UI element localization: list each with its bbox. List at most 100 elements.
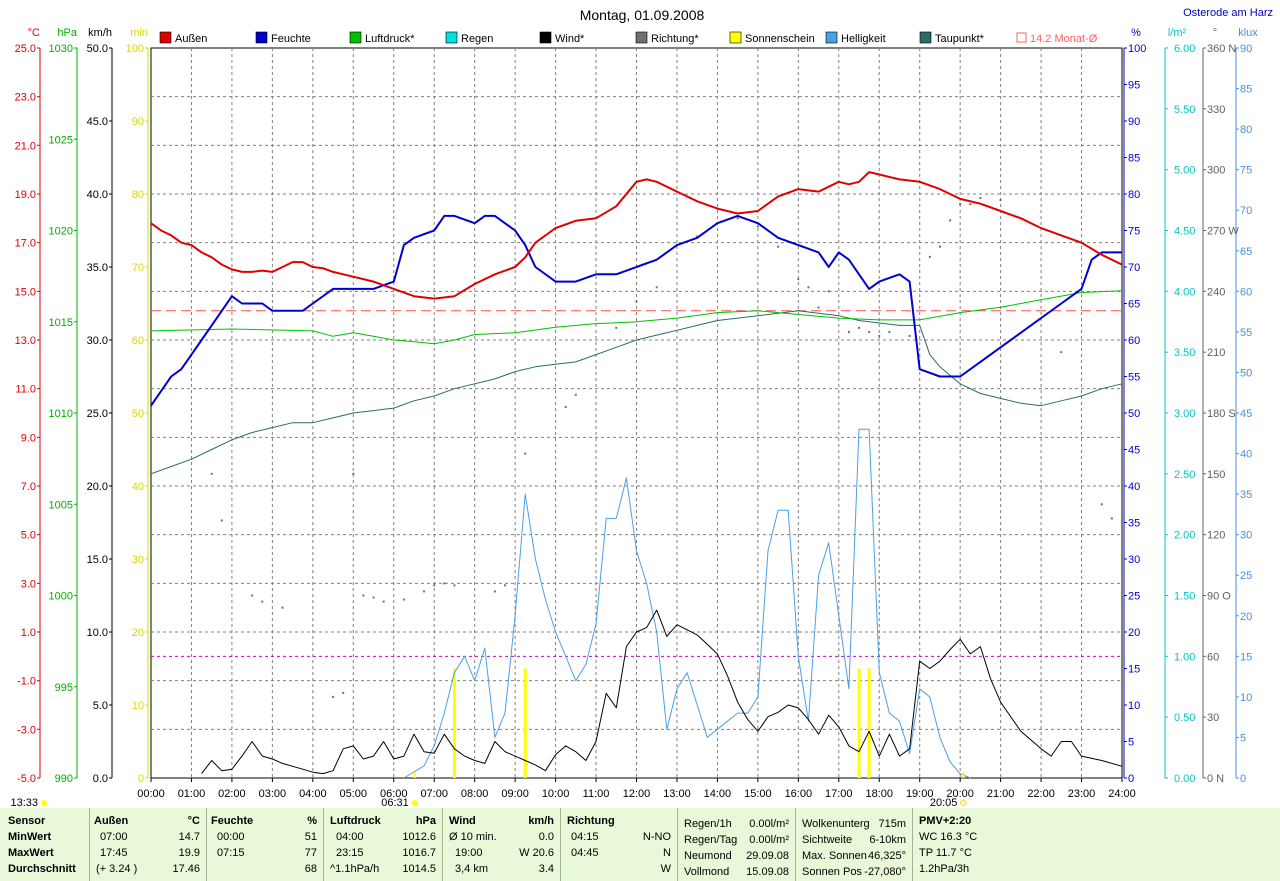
series-line-helligkeit: [403, 428, 971, 779]
legend-label: Wind*: [555, 33, 585, 45]
axis-tick-label-brightness: 75: [1240, 165, 1252, 177]
wind-c1-0: Ø 10 min.: [449, 831, 497, 843]
axis-tick-label-humidity: 5: [1128, 737, 1134, 749]
legend-label: Außen: [175, 33, 207, 45]
axis-unit-direction: °: [1213, 27, 1217, 39]
pmv-head: PMV+2:20: [919, 815, 972, 827]
direction-point: [402, 598, 405, 601]
axis-tick-label-direction: 30: [1207, 712, 1219, 724]
axis-tick-label-sunshine: 10: [132, 700, 144, 712]
aussen-min: 14.7: [178, 831, 200, 843]
pmv-trend: 1.2hPa/3h: [919, 863, 970, 875]
wolken-value-2: 46,325°: [867, 850, 906, 862]
x-tick-label: 24:00: [1108, 788, 1136, 800]
regen-value-1: 0.00l/m²: [749, 834, 789, 846]
axis-tick-label-temp: 13.0: [15, 335, 36, 347]
axis-tick-label-humidity: 40: [1128, 481, 1140, 493]
direction-point: [210, 472, 213, 475]
axis-tick-label-sunshine: 80: [132, 189, 144, 201]
wind-avg: 3.4: [538, 863, 554, 875]
row-label-avg: Durchschnitt: [8, 863, 76, 875]
sunset-label: 20:05: [930, 797, 958, 808]
axis-tick-label-direction: 210: [1207, 347, 1225, 359]
direction-point: [959, 203, 962, 206]
axis-tick-label-direction: 120: [1207, 530, 1225, 542]
axis-tick-label-rain: 0.00: [1174, 773, 1195, 785]
wind-max: W 20.6: [519, 847, 554, 859]
sunshine-bar: [452, 668, 456, 778]
series-line-taupunkt: [150, 310, 1123, 475]
axis-tick-label-rain: 3.50: [1174, 347, 1195, 359]
axis-tick-label-pressure: 1030: [49, 43, 73, 55]
axis-tick-label-wind: 45.0: [87, 116, 108, 128]
weather-chart: Montag, 01.09.2008 Osterode am Harz Auße…: [10, 7, 1273, 808]
direction-point: [817, 306, 820, 309]
axis-tick-label-humidity: 65: [1128, 299, 1140, 311]
direction-point: [868, 330, 871, 333]
direction-point: [736, 217, 739, 220]
x-tick-label: 08:00: [461, 788, 489, 800]
aussen-avg: 17.46: [172, 863, 200, 875]
direction-point: [655, 286, 658, 289]
legend-label: Feuchte: [271, 33, 311, 45]
axis-tick-label-direction: 240: [1207, 286, 1225, 298]
sunshine-bar: [523, 668, 527, 778]
row-label-max: MaxWert: [8, 847, 54, 859]
grid: [150, 47, 1123, 779]
direction-point: [938, 245, 941, 248]
aussen-max: 19.9: [178, 847, 200, 859]
luftdruck-trend: ^1.1hPa/h: [330, 863, 380, 875]
axis-tick-label-humidity: 15: [1128, 664, 1140, 676]
sunrise-label: 06:31: [381, 797, 409, 808]
direction-point: [999, 199, 1002, 202]
now-time-label: 13:33: [10, 797, 38, 808]
regen-label-2: Neumond: [684, 850, 732, 862]
axis-tick-label-rain: 5.50: [1174, 104, 1195, 116]
axis-tick-label-humidity: 30: [1128, 554, 1140, 566]
axis-tick-label-temp: -1.0: [17, 676, 36, 688]
x-tick-label: 12:00: [623, 788, 651, 800]
axis-tick-label-wind: 0.0: [93, 773, 108, 785]
legend-swatch: [635, 31, 648, 44]
table-col-regen: Regen/1h Regen/Tag Neumond Vollmond 0.00…: [678, 808, 796, 881]
x-tick-label: 06:00: [380, 788, 408, 800]
richtung-avg: W: [660, 863, 671, 875]
direction-point: [615, 326, 618, 329]
legend-swatch: [445, 31, 458, 44]
direction-point: [797, 278, 800, 281]
legend-label: Richtung*: [651, 33, 699, 45]
direction-point: [504, 584, 507, 587]
chart-title: Montag, 01.09.2008: [580, 7, 705, 23]
direction-point: [858, 326, 861, 329]
regen-label-0: Regen/1h: [684, 818, 732, 830]
richtung-max: N: [663, 847, 671, 859]
axis-tick-label-pressure: 1015: [49, 317, 73, 329]
axis-tick-label-rain: 4.50: [1174, 226, 1195, 238]
legend-label: Luftdruck*: [365, 33, 415, 45]
luftdruck-unit: hPa: [415, 815, 436, 827]
direction-point: [493, 590, 496, 593]
x-tick-label: 02:00: [218, 788, 246, 800]
x-tick-label: 05:00: [340, 788, 368, 800]
x-tick-label: 14:00: [704, 788, 732, 800]
axis-tick-label-brightness: 80: [1240, 124, 1252, 136]
x-tick-label: 10:00: [542, 788, 570, 800]
axis-unit-wind: km/h: [88, 27, 112, 39]
axis-tick-label-temp: 21.0: [15, 140, 36, 152]
wolken-value-3: -27,080°: [864, 866, 906, 878]
wolken-label-3: Sonnen Pos: [802, 866, 862, 878]
direction-point: [878, 334, 881, 337]
axis-tick-label-wind: 15.0: [87, 554, 108, 566]
axis-tick-label-humidity: 45: [1128, 445, 1140, 457]
location-label: Osterode am Harz: [1183, 7, 1273, 19]
axis-tick-label-humidity: 100: [1128, 43, 1146, 55]
regen-value-2: 29.09.08: [746, 850, 789, 862]
pmv-tp: TP 11.7 °C: [919, 847, 972, 859]
feuchte-max: 77: [304, 847, 317, 859]
sunset-icon: [960, 799, 967, 807]
axis-tick-label-temp: 3.0: [21, 578, 36, 590]
aussen-trend: (+ 3.24 ): [96, 863, 138, 875]
table-col-wind: Wind km/h Ø 10 min. 19:00 3,4 km 0.0 W 2…: [443, 808, 561, 881]
direction-point: [1060, 351, 1063, 354]
axis-tick-label-temp: 1.0: [21, 627, 36, 639]
